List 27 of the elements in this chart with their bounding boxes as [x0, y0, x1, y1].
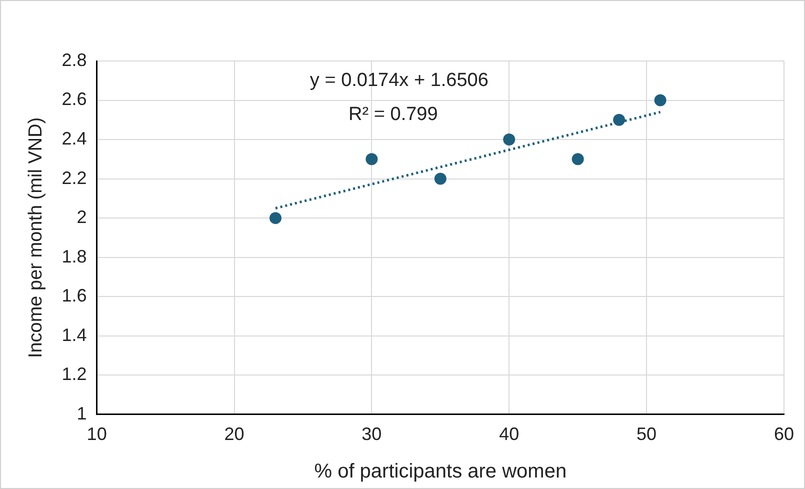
- y-tick-label: 2.6: [62, 89, 87, 110]
- x-tick-label: 30: [362, 424, 382, 444]
- x-tick-label: 10: [86, 424, 107, 444]
- y-tick-label: 1.8: [62, 246, 87, 266]
- x-tick-label: 50: [636, 424, 657, 444]
- point: [366, 153, 378, 166]
- y-tick-label: 2: [76, 207, 87, 228]
- x-tick-label: 40: [499, 424, 520, 444]
- y-tick-label: 2.8: [62, 50, 87, 70]
- annotation: R² = 0.799: [348, 104, 438, 126]
- x-tick-label: 20: [224, 424, 244, 444]
- point: [613, 114, 626, 126]
- y-tick-label: 2.4: [62, 128, 87, 148]
- point: [503, 134, 516, 146]
- point: [269, 212, 282, 224]
- x-axis-title: % of participants are women: [314, 460, 567, 483]
- y-tick-label: 1.2: [62, 364, 87, 384]
- x-tick-label: 60: [774, 424, 794, 444]
- point: [654, 94, 666, 106]
- y-tick-label: 2.2: [62, 168, 87, 188]
- y-tick-label: 1.6: [62, 286, 87, 306]
- y-axis-title: Income per month (mil VND): [26, 117, 47, 358]
- point: [572, 153, 584, 166]
- point: [434, 172, 446, 185]
- y-tick-label: 1: [76, 403, 87, 424]
- y-tick-label: 1.4: [62, 324, 87, 345]
- annotation: y = 0.0174x + 1.6506: [310, 70, 488, 92]
